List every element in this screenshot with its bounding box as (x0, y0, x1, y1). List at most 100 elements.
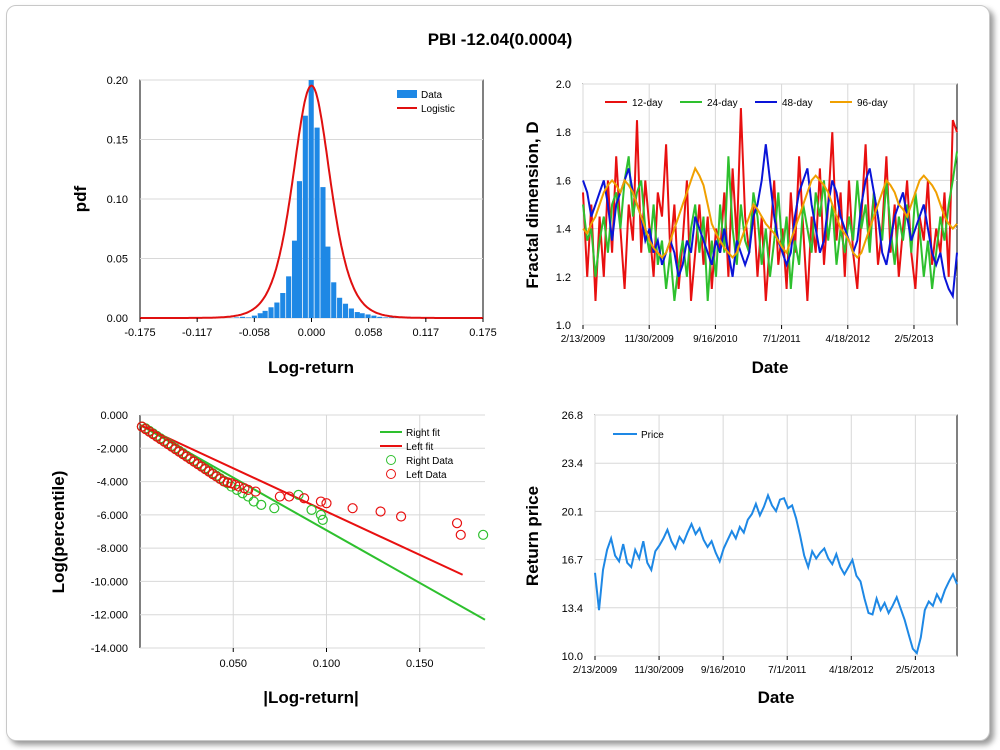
price-ytick-label: 26.8 (562, 410, 583, 422)
right-data-point (269, 503, 280, 514)
fractal-ytick-label: 1.2 (556, 272, 571, 284)
pdf-bar (342, 303, 349, 318)
fractal-xtick-label: 7/1/2011 (762, 334, 801, 345)
logistic-curve (140, 84, 483, 319)
legend-swatch-data (397, 90, 417, 98)
left-data-point (243, 484, 254, 495)
pdf-bar (240, 316, 246, 318)
pdf-bar (234, 317, 240, 318)
price-ylabel: Return price (523, 486, 542, 586)
legend-swatch-right-data (386, 455, 396, 465)
price-xtick-label: 4/18/2012 (829, 665, 874, 676)
price-xtick-label: 2/5/2013 (896, 665, 935, 676)
pdf-bar (325, 246, 331, 318)
fractal-series-line (582, 108, 958, 301)
fractal-xlabel: Date (752, 358, 789, 377)
tail-xlabel: |Log-return| (263, 688, 358, 707)
right-data-point (315, 509, 326, 520)
price-ytick-label: 20.1 (562, 506, 583, 518)
pdf-bar (302, 115, 308, 318)
legend-label-right-fit: Right fit (406, 428, 440, 439)
fractal-xtick-label: 2/13/2009 (561, 334, 606, 345)
pdf-bar (280, 293, 286, 318)
tail-xtick-label: 0.100 (313, 658, 341, 670)
fractal-ytick-label: 1.0 (556, 320, 571, 332)
legend-label-left-fit: Left fit (406, 442, 433, 453)
left-data-point (347, 503, 358, 514)
right-data-point (478, 529, 489, 540)
tail-ytick-label: -4.000 (97, 477, 128, 489)
pdf-bar (371, 315, 377, 318)
tail-xtick-label: 0.150 (406, 658, 434, 670)
fractal-xtick-label: 9/16/2010 (693, 334, 738, 345)
tail-plot-area (140, 415, 485, 648)
legend-label-12-day: 12-day (632, 98, 663, 109)
price-chart: 2/13/2009 11/30/2009 9/16/2010 7/1/2011 4/18… (523, 410, 958, 707)
legend-swatch-left-data (386, 469, 396, 479)
pdf-ytick-label: 0.15 (107, 135, 128, 147)
right-data-point (317, 514, 328, 525)
fractal-legend: 12-day 24-day 48-day 96-day (605, 98, 888, 109)
price-plot-area (594, 414, 958, 657)
pdf-bar (274, 302, 280, 318)
pdf-xtick-label: 0.000 (298, 327, 326, 339)
pdf-bar (365, 314, 371, 318)
pdf-bar (245, 317, 252, 318)
pdf-xlabel: Log-return (268, 358, 354, 377)
left-data-point (233, 481, 244, 492)
right-data-point (293, 489, 304, 500)
pdf-bar (291, 240, 298, 318)
pdf-bar (354, 312, 360, 318)
pdf-xtick-label: -0.175 (124, 327, 155, 339)
price-xtick-label: 11/30/2009 (634, 665, 684, 676)
fractal-xtick-label: 2/5/2013 (895, 334, 934, 345)
pdf-bar (308, 80, 314, 318)
fractal-xtick-label: 4/18/2012 (826, 334, 871, 345)
pdf-xtick-label: -0.058 (239, 327, 270, 339)
pdf-ytick-label: 0.10 (107, 194, 128, 206)
price-ytick-label: 10.0 (562, 651, 583, 663)
legend-label-96-day: 96-day (857, 98, 888, 109)
tail-legend: Right fit Left fit Right Data Left Data (380, 428, 454, 481)
pdf-bar (296, 181, 303, 318)
right-data-point (243, 491, 254, 502)
fractal-ytick-label: 1.4 (556, 224, 571, 236)
legend-label-left-data: Left Data (406, 470, 447, 481)
pdf-bar (268, 307, 274, 318)
price-legend: Price (613, 430, 664, 441)
legend-label-data: Data (421, 90, 443, 101)
tail-ytick-label: -12.000 (91, 610, 128, 622)
pdf-ytick-label: 0.00 (107, 313, 128, 325)
pdf-bar (377, 316, 383, 318)
tail-ytick-label: -14.000 (91, 643, 128, 655)
legend-label-48-day: 48-day (782, 98, 813, 109)
pdf-xtick-label: -0.117 (182, 327, 212, 339)
pdf-xtick-label: 0.117 (412, 327, 439, 339)
left-data-point (375, 506, 386, 517)
tail-xtick-label: 0.050 (219, 658, 247, 670)
tail-ytick-label: -2.000 (97, 443, 128, 455)
pdf-bar (388, 317, 395, 318)
fractal-series-line (582, 166, 958, 260)
left-data-point (299, 493, 310, 504)
legend-label-logistic: Logistic (421, 104, 455, 115)
fractal-ylabel: Fractal dimension, D (523, 121, 542, 288)
fractal-xtick-label: 11/30/2009 (625, 334, 675, 345)
pdf-bar (337, 297, 343, 318)
left-data-point (455, 529, 466, 540)
left-data-point (451, 518, 463, 529)
pdf-bar (262, 310, 268, 318)
legend-label-price: Price (641, 430, 664, 441)
left-data-point (250, 486, 261, 497)
tail-chart: 0.050 0.100 0.150 0.000 -2.000 -4.000 -6.000 -… (49, 410, 489, 707)
price-xlabel: Date (758, 688, 795, 707)
pdf-ytick-label: 0.05 (107, 254, 128, 266)
fractal-series-line (582, 144, 958, 300)
left-data-point (218, 476, 230, 487)
pdf-bar (359, 313, 365, 318)
pdf-bar (286, 276, 292, 318)
left-data-point (222, 477, 233, 488)
pdf-bar (251, 315, 257, 318)
pdf-xtick-label: 0.175 (469, 327, 497, 339)
